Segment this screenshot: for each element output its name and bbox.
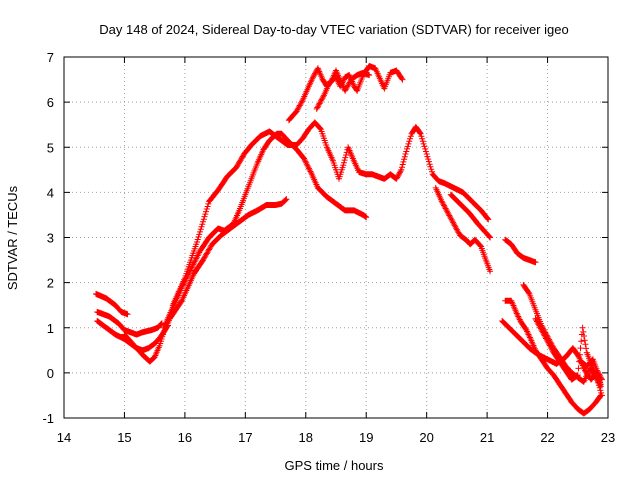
series-track-a bbox=[93, 290, 131, 318]
x-axis-label: GPS time / hours bbox=[285, 458, 384, 473]
chart-title: Day 148 of 2024, Sidereal Day-to-day VTE… bbox=[99, 22, 568, 37]
x-tick-label: 16 bbox=[178, 430, 192, 445]
y-tick-label: 7 bbox=[47, 50, 54, 65]
plus-markers bbox=[93, 290, 131, 318]
x-tick-label: 17 bbox=[238, 430, 252, 445]
y-tick-label: 6 bbox=[47, 95, 54, 110]
plus-markers bbox=[160, 130, 370, 331]
y-tick-label: 2 bbox=[47, 276, 54, 291]
x-tick-label: 23 bbox=[601, 430, 615, 445]
y-tick-label: 3 bbox=[47, 231, 54, 246]
plus-markers bbox=[285, 65, 373, 124]
series-track-m bbox=[499, 318, 604, 388]
plus-markers bbox=[169, 119, 492, 309]
x-tick-label: 21 bbox=[480, 430, 494, 445]
plus-markers bbox=[532, 315, 605, 399]
y-tick-label: 4 bbox=[47, 185, 54, 200]
series-track-k bbox=[502, 236, 539, 266]
series-track-o bbox=[532, 315, 605, 399]
x-tick-label: 18 bbox=[299, 430, 313, 445]
x-tick-label: 20 bbox=[419, 430, 433, 445]
series-track-h bbox=[285, 65, 373, 124]
series-track-i bbox=[432, 184, 494, 275]
plus-markers bbox=[499, 318, 604, 388]
series-track-j bbox=[447, 191, 494, 241]
grid bbox=[64, 57, 608, 418]
series-track-p bbox=[577, 356, 605, 383]
plus-markers bbox=[447, 191, 494, 241]
y-tick-label: 1 bbox=[47, 321, 54, 336]
x-tick-label: 15 bbox=[117, 430, 131, 445]
series-track-e bbox=[160, 130, 370, 331]
y-tick-label: 0 bbox=[47, 366, 54, 381]
series-track-f bbox=[169, 119, 492, 309]
x-tick-label: 22 bbox=[540, 430, 554, 445]
y-axis-label: SDTVAR / TECUs bbox=[5, 185, 20, 290]
y-tick-label: 5 bbox=[47, 140, 54, 155]
plus-markers bbox=[432, 184, 494, 275]
data-series bbox=[93, 63, 605, 417]
plus-markers bbox=[502, 236, 539, 266]
plus-markers bbox=[577, 356, 605, 383]
plus-markers bbox=[94, 309, 165, 338]
y-tick-label: -1 bbox=[42, 411, 54, 426]
x-tick-label: 14 bbox=[57, 430, 71, 445]
series-track-b bbox=[94, 309, 165, 338]
x-tick-label: 19 bbox=[359, 430, 373, 445]
